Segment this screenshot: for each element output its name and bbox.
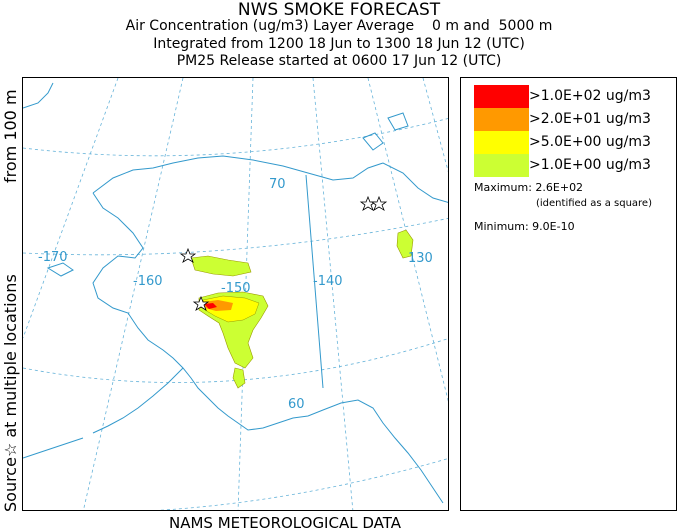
release-height-label: from 100 m [1,89,20,183]
plume-south [232,367,246,389]
source-star [192,295,210,311]
chukotka-coast [23,82,54,109]
source-label: Source☆ at multiple locations [1,274,20,512]
parallel-70 [23,118,448,157]
legend-swatch-yellow [474,131,529,154]
arctic-coast [92,155,448,203]
meridian-160 [83,78,184,510]
minimum-value: Minimum: 9.0E-10 [474,220,575,233]
aleutians [23,437,84,459]
alaska-peninsula [92,367,184,434]
meridian-170 [23,78,119,339]
source-markers [179,195,388,311]
map-panel: -170 -160 -150 -140 130 70 60 [22,77,449,511]
alaska-map: -170 -160 -150 -140 130 70 60 [23,78,448,510]
plume-east [396,229,414,259]
forecast-title: NWS SMOKE FORECAST [237,0,441,20]
maximum-note: (identified as a square) [536,198,652,209]
meridian-120 [422,78,448,173]
plume-main-red [204,303,217,309]
legend-label-red: >1.0E+02 ug/m3 [529,88,651,104]
legend-swatch-orange [474,108,529,131]
maximum-value: Maximum: 2.6E+02 [474,181,584,194]
longitude-label-170: -170 [38,250,68,265]
longitude-label-130: 130 [408,251,433,266]
source-star [179,247,197,263]
longitude-label-140: -140 [313,274,343,289]
st-lawrence-island [46,262,74,277]
parallel-55 [156,458,448,510]
legend-panel: >1.0E+02 ug/m3 >2.0E+01 ug/m3 >5.0E+00 u… [460,77,677,511]
coastlines [23,82,448,504]
legend-label-green: >1.0E+00 ug/m3 [529,157,651,173]
data-source-footer: NAMS METEOROLOGICAL DATA [169,514,401,532]
parallel-65 [23,217,448,256]
integration-period: Integrated from 1200 18 Jun to 1300 18 J… [153,36,525,52]
longitude-label-160: -160 [133,274,163,289]
western-coast [92,192,444,504]
legend-label-yellow: >5.0E+00 ug/m3 [529,134,651,150]
meridian-140 [312,78,354,510]
legend-swatch-red [474,85,529,108]
canada-border [305,174,324,389]
longitude-label-150: -150 [221,281,251,296]
source-star [359,195,377,211]
plume-northwest [190,255,252,277]
legend-swatch-green [474,154,529,177]
release-start: PM25 Release started at 0600 17 Jun 12 (… [176,53,502,69]
legend-label-orange: >2.0E+01 ug/m3 [529,111,651,127]
concentration-subtitle: Air Concentration (ug/m3) Layer Average … [125,18,553,34]
latitude-label-70: 70 [269,177,286,192]
latitude-label-60: 60 [288,397,305,412]
smoke-plumes [190,229,414,389]
canadian-islands [362,112,409,151]
source-star [370,195,388,211]
